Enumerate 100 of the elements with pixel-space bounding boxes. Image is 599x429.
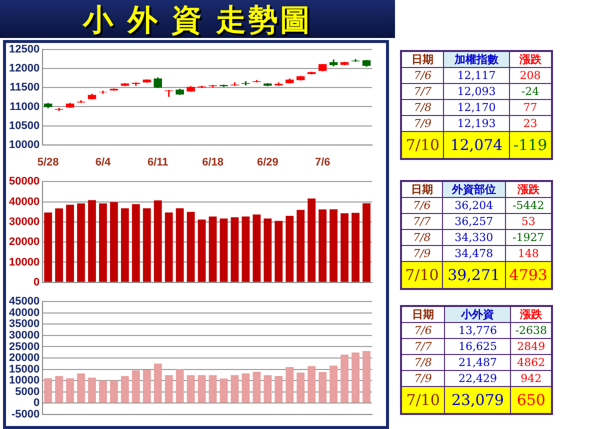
y-tick-label: 40000 xyxy=(8,306,40,319)
bar xyxy=(164,212,173,282)
data-label: 34,478 xyxy=(442,246,506,262)
data-label: 23 xyxy=(509,116,552,132)
bar xyxy=(88,378,96,403)
data-label: 4862 xyxy=(510,354,552,370)
bar xyxy=(274,376,283,403)
data-label: -1927 xyxy=(505,230,552,246)
y-tick-label: 10000 xyxy=(8,138,40,151)
bar xyxy=(362,203,370,282)
category-label: 7/7 xyxy=(401,214,442,230)
y-tick-label: 20000 xyxy=(8,236,40,248)
text: 漲跌 xyxy=(505,181,552,198)
y-tick-label: 10000 xyxy=(8,374,40,387)
data-label: 12,093 xyxy=(444,84,510,100)
bar xyxy=(88,200,96,282)
bar xyxy=(132,204,140,282)
category-label: 7/9 xyxy=(401,116,444,132)
bar xyxy=(274,220,283,282)
bar xyxy=(308,366,316,403)
bar xyxy=(318,372,327,403)
bar xyxy=(176,369,184,403)
data-label: 12,193 xyxy=(444,116,510,132)
bar xyxy=(308,198,316,282)
y-tick-label: 11500 xyxy=(10,82,40,94)
text: 小外資 xyxy=(444,306,511,322)
text: 漲跌 xyxy=(510,306,552,322)
bar xyxy=(340,354,348,403)
bar xyxy=(264,375,272,403)
bar xyxy=(208,375,217,403)
category-label: 7/9 xyxy=(401,246,442,262)
y-tick-label: 20000 xyxy=(8,352,40,364)
bar xyxy=(77,373,85,403)
bar xyxy=(154,364,162,403)
x-tick-label: 6/4 xyxy=(95,156,112,168)
y-tick-label: 40000 xyxy=(8,196,40,208)
bar xyxy=(198,220,206,282)
data-label: -24 xyxy=(509,84,552,100)
text: 日期 xyxy=(401,306,445,322)
data-label: 16,625 xyxy=(444,338,511,354)
bar xyxy=(252,214,261,282)
category-label: 7/10 xyxy=(401,386,445,414)
bar xyxy=(340,213,348,282)
y-tick-label: 11000 xyxy=(10,100,40,113)
bar xyxy=(44,378,52,403)
data-label: 36,204 xyxy=(442,198,506,214)
data-label: 22,429 xyxy=(444,370,511,386)
y-tick-label: 12500 xyxy=(8,44,40,56)
bar xyxy=(66,378,74,403)
y-tick-label: 12000 xyxy=(8,62,40,75)
y-tick-label: -5000 xyxy=(11,408,40,420)
bar xyxy=(186,375,195,403)
bar xyxy=(286,216,294,282)
bar xyxy=(352,352,360,403)
bar xyxy=(198,375,206,403)
data-label: 34,330 xyxy=(442,230,506,246)
data-label: 23,079 xyxy=(444,386,511,414)
bar xyxy=(330,209,338,282)
data-label: 77 xyxy=(509,100,552,116)
y-tick-label: 25000 xyxy=(8,340,40,353)
data-label: -119 xyxy=(509,132,552,159)
bar xyxy=(120,208,129,282)
data-label: 4793 xyxy=(505,262,552,289)
data-label: 650 xyxy=(510,386,552,414)
y-tick-label: 15000 xyxy=(8,363,40,376)
y-tick-label: 5000 xyxy=(15,386,40,398)
bar xyxy=(55,208,64,282)
category-label: 7/10 xyxy=(401,132,444,159)
bar xyxy=(296,210,305,282)
bar xyxy=(242,216,250,282)
y-tick-label: 35000 xyxy=(8,318,40,330)
y-tick-label: 10000 xyxy=(8,256,40,268)
bar xyxy=(230,217,239,282)
data-label: 12,117 xyxy=(444,68,510,84)
bar xyxy=(330,366,338,403)
y-tick-label: 0 xyxy=(33,276,40,288)
data-label: 2849 xyxy=(510,338,552,354)
text: 日期 xyxy=(401,181,442,198)
category-label: 7/8 xyxy=(401,354,445,370)
y-tick-label: 30000 xyxy=(8,216,40,228)
data-label: 36,257 xyxy=(442,214,506,230)
category-label: 7/6 xyxy=(401,322,445,338)
bar xyxy=(264,218,272,282)
category-label: 7/8 xyxy=(401,100,444,116)
data-label: -2638 xyxy=(510,322,552,338)
data-label: 942 xyxy=(510,370,552,386)
bar xyxy=(286,367,294,403)
bar xyxy=(242,373,250,403)
category-label: 7/6 xyxy=(401,68,444,84)
category-label: 7/6 xyxy=(401,198,442,214)
data-label: 208 xyxy=(509,68,552,84)
candlestick xyxy=(154,76,162,89)
bar xyxy=(66,204,74,282)
bar xyxy=(142,370,151,403)
x-tick-label: 6/18 xyxy=(202,156,224,168)
bar xyxy=(44,212,52,282)
text: 漲跌 xyxy=(509,51,552,68)
bar xyxy=(220,378,228,403)
bar xyxy=(142,208,151,282)
category-label: 7/8 xyxy=(401,230,442,246)
